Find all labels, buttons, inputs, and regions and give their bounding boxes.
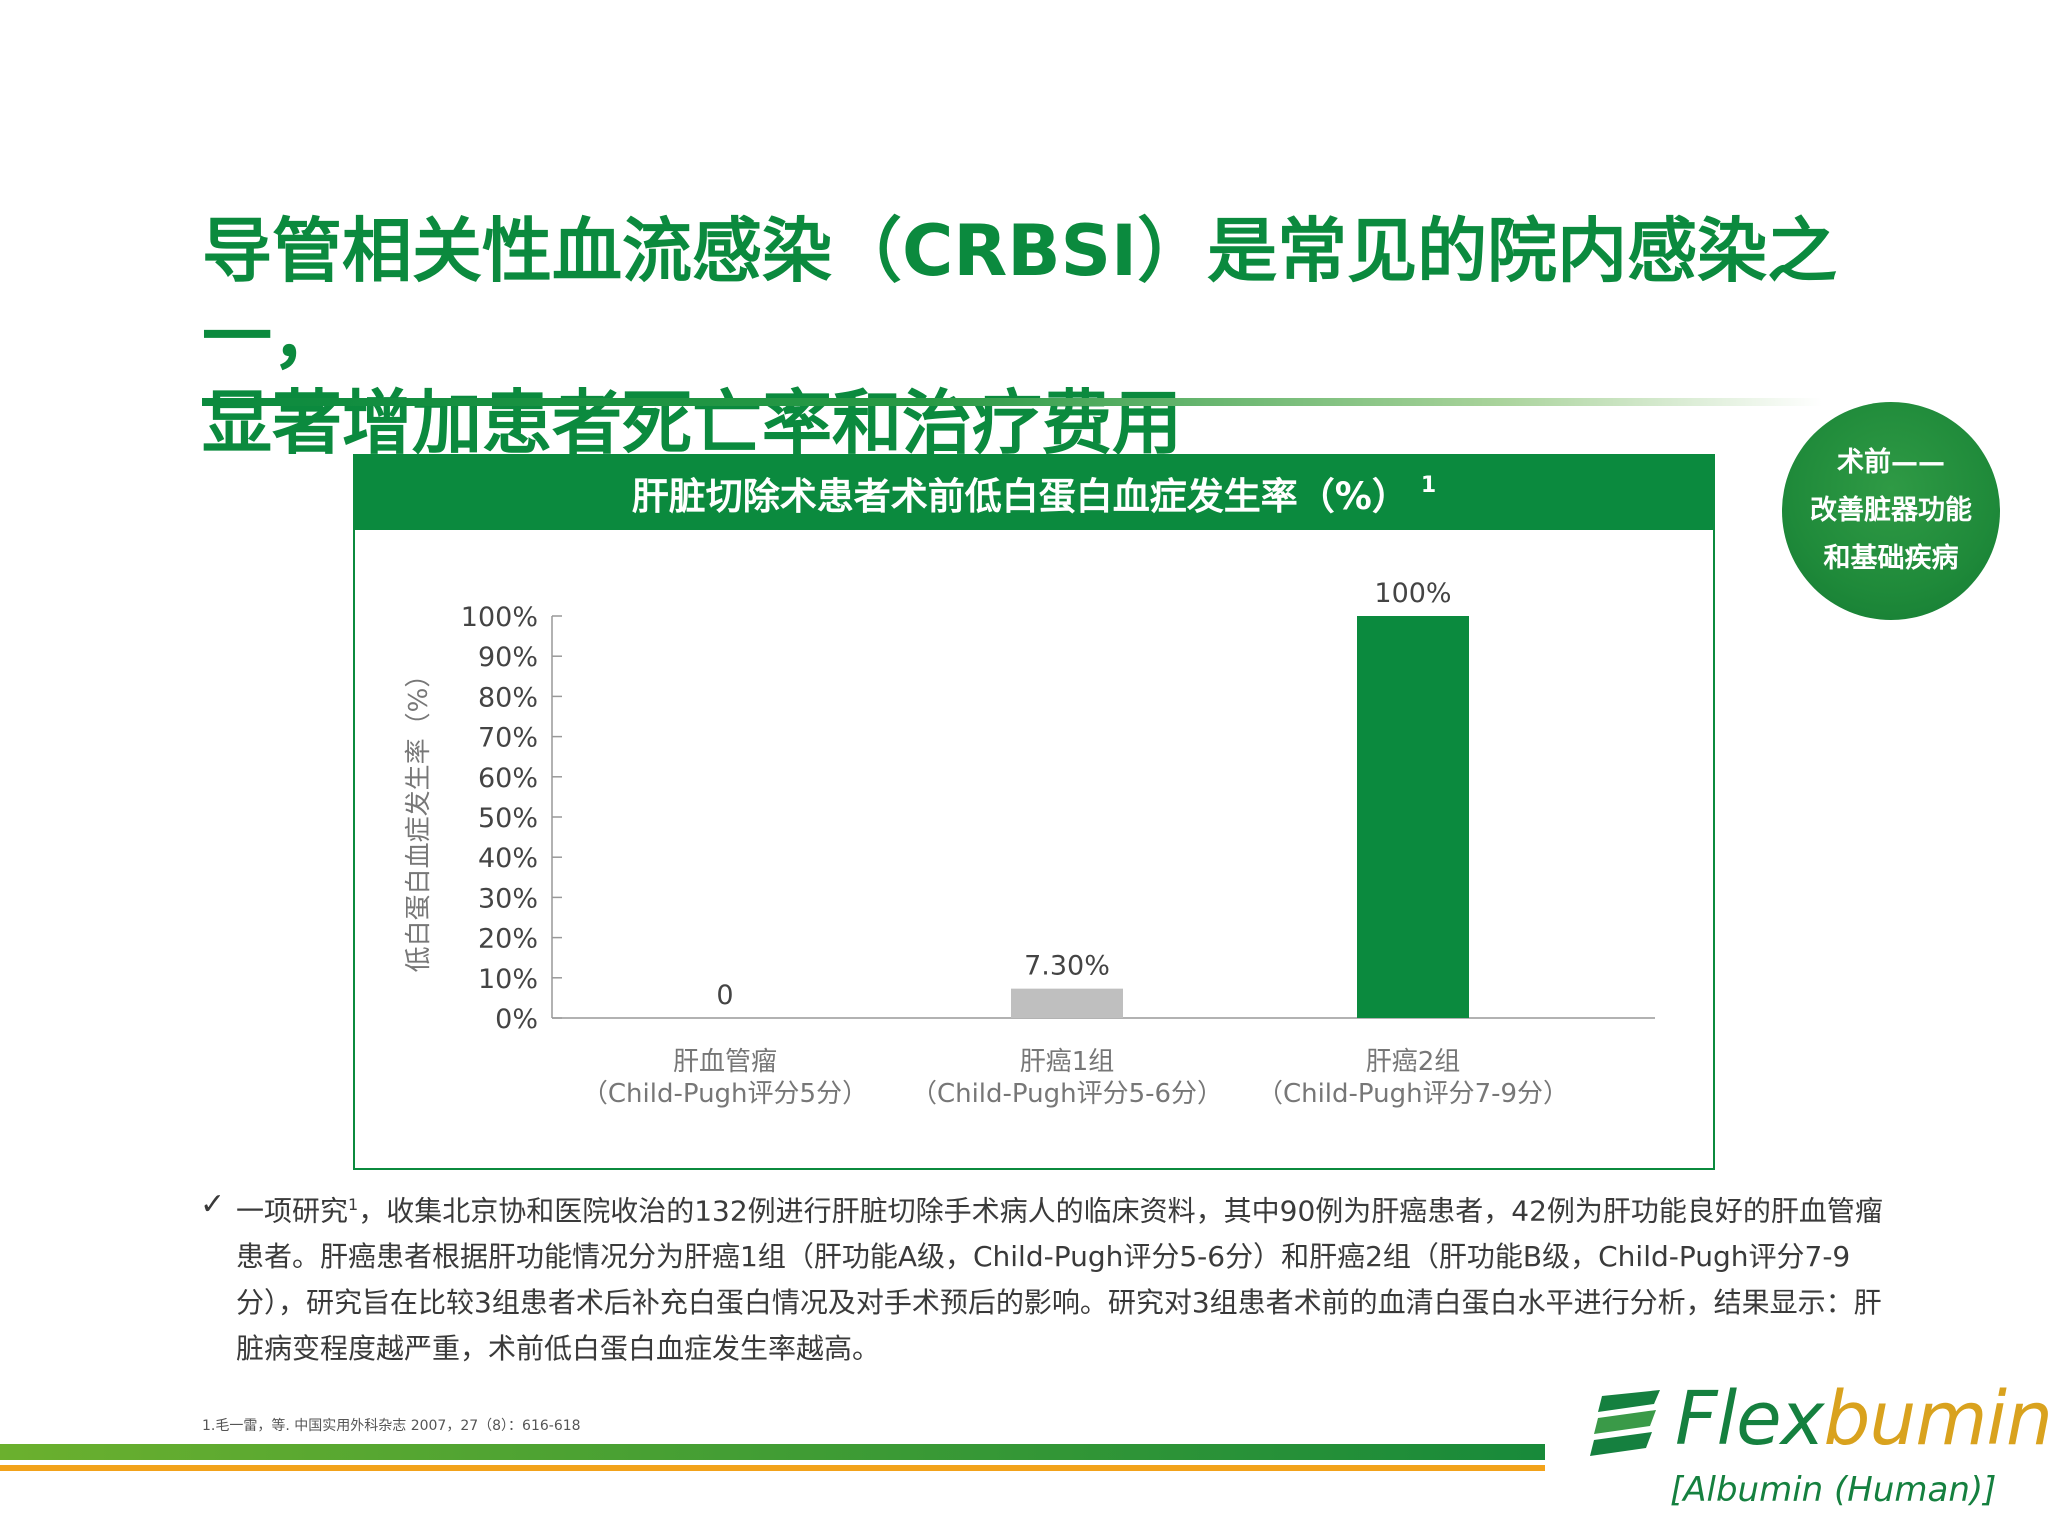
chart-title: 肝脏切除术患者术前低白蛋白血症发生率（%） 1 (355, 456, 1713, 530)
preop-badge: 术前—— 改善脏器功能 和基础疾病 (1782, 402, 2000, 620)
badge-line-3: 和基础疾病 (1823, 543, 1959, 574)
logo-subtitle: [Albumin (Human)] (1670, 1470, 1997, 1510)
y-tick-label: 80% (478, 682, 538, 713)
bar (1011, 988, 1123, 1018)
bar-value-label: 7.30% (1024, 951, 1110, 982)
category-label: 肝癌1组 (1020, 1047, 1115, 1077)
badge-line-1: 术前—— (1837, 447, 1945, 478)
badge-line-2: 改善脏器功能 (1810, 495, 1972, 526)
y-tick-label: 70% (478, 723, 538, 754)
bar-chart: 0% 10% 20% 30% 40% 50% 60% 70% 80% 90% 100% 低白蛋白血症发… (404, 578, 1655, 1109)
title-underline (202, 398, 1822, 406)
category-sublabel: （Child-Pugh评分5-6分） (911, 1079, 1223, 1109)
y-tick-label: 0% (495, 1004, 538, 1035)
logo-word-b: bumin (1823, 1376, 2049, 1462)
y-tick-label: 20% (478, 924, 538, 955)
y-tick-label: 100% (461, 602, 538, 633)
category-label: 肝癌2组 (1366, 1047, 1461, 1077)
chart-title-superscript: 1 (1420, 472, 1437, 498)
y-axis-title: 低白蛋白血症发生率（%） (404, 662, 434, 973)
logo-word-a: Flex (1675, 1376, 1824, 1462)
category-label: 肝血管瘤 (673, 1047, 777, 1077)
bar-value-label: 0 (716, 980, 733, 1011)
y-tick-label: 10% (478, 964, 538, 995)
study-text: ，收集北京协和医院收治的132例进行肝脏切除手术病人的临床资料，其中90例为肝癌… (236, 1194, 1883, 1366)
y-tick-label: 50% (478, 803, 538, 834)
logo-wordmark: Flexbumin (1675, 1376, 2049, 1462)
flexbumin-logo: Flexbumin [Albumin (Human)] (1590, 1376, 2049, 1518)
y-tick-label: 40% (478, 843, 538, 874)
title-line-1: 导管相关性血流感染（CRBSI）是常见的院内感染之一， (202, 210, 1838, 378)
y-tick-label: 30% (478, 883, 538, 914)
page-title: 导管相关性血流感染（CRBSI）是常见的院内感染之一， 显著增加患者死亡率和治疗… (202, 208, 1902, 466)
study-description: ✓ 一项研究1，收集北京协和医院收治的132例进行肝脏切除手术病人的临床资料，其… (200, 1182, 1886, 1372)
footer-green-stripe (0, 1444, 1545, 1460)
category-sublabel: （Child-Pugh评分5分） (582, 1079, 868, 1109)
study-citation: 1 (348, 1195, 359, 1214)
bar (1357, 616, 1469, 1018)
footer-orange-stripe (0, 1465, 1545, 1471)
reference-note: 1.毛一雷，等. 中国实用外科杂志 2007，27（8）：616-618 (202, 1418, 581, 1434)
y-tick-label: 90% (478, 642, 538, 673)
study-lead: 一项研究 (236, 1194, 349, 1228)
bar-value-label: 100% (1374, 578, 1451, 609)
check-icon: ✓ (200, 1187, 226, 1222)
y-tick-label: 60% (478, 763, 538, 794)
chart-panel: 肝脏切除术患者术前低白蛋白血症发生率（%） 1 0% 10% 20% 30% 40% 50… (353, 454, 1715, 1170)
category-sublabel: （Child-Pugh评分7-9分） (1257, 1079, 1569, 1109)
chart-title-text: 肝脏切除术患者术前低白蛋白血症发生率（%） (631, 475, 1409, 518)
title-line-2: 显著增加患者死亡率和治疗费用 (202, 382, 1182, 464)
logo-mark-icon (1590, 1390, 1660, 1456)
